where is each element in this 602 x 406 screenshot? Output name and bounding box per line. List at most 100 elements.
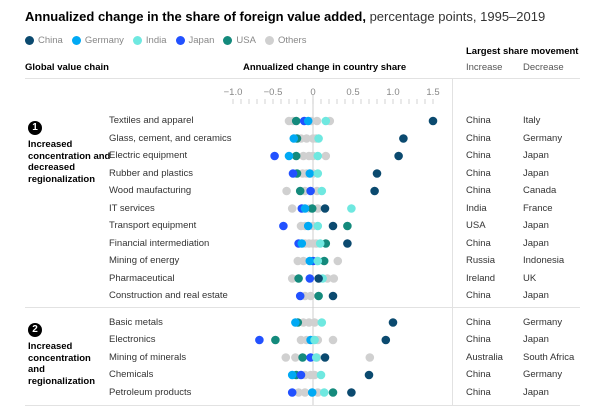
dot-germany <box>305 256 315 266</box>
largest-increase: China <box>466 237 491 249</box>
header-largest-share-movement: Largest share movement <box>466 46 579 57</box>
dot-others <box>306 291 315 301</box>
dot-japan <box>296 370 306 380</box>
dot-china <box>343 239 352 248</box>
dot-india <box>315 239 325 248</box>
dot-japan <box>295 291 305 301</box>
largest-decrease: Japan <box>523 220 549 231</box>
legend-item-usa: USA <box>223 35 256 46</box>
legend-label: China <box>38 35 63 46</box>
row-label: Petroleum products <box>109 386 192 398</box>
dot-others <box>328 335 338 345</box>
dot-china <box>328 291 338 301</box>
dot-others <box>329 274 339 283</box>
dot-usa <box>343 221 352 231</box>
dot-others <box>287 204 297 213</box>
dot-india <box>316 370 326 380</box>
legend-item-germany: Germany <box>71 35 124 46</box>
row-label: Electronics <box>109 334 156 345</box>
dot-china <box>364 370 374 380</box>
dot-others <box>310 318 319 327</box>
legend-item-china: China <box>25 35 63 46</box>
header-decrease: Decrease <box>523 62 564 73</box>
dot-japan <box>279 221 288 231</box>
dot-usa <box>314 291 323 301</box>
group-divider <box>25 307 580 308</box>
row-label: IT services <box>109 202 155 214</box>
largest-decrease: Japan <box>523 167 549 179</box>
dot-india <box>313 221 323 231</box>
dot-germany <box>291 318 300 327</box>
chart-subtitle: percentage points, 1995–2019 <box>365 9 546 24</box>
largest-increase: China <box>466 132 491 144</box>
dot-india <box>317 318 327 327</box>
chart-title-bold: Annualized change in the share of foreig… <box>25 9 366 24</box>
legend-label: USA <box>236 35 256 46</box>
group-1-number-badge: 1 <box>28 121 42 135</box>
largest-decrease: Japan <box>523 290 549 301</box>
dot-china <box>370 186 379 196</box>
row-label: Basic metals <box>109 316 163 328</box>
legend-swatch <box>132 36 142 45</box>
dot-japan <box>288 169 298 178</box>
legend-swatch <box>175 36 185 45</box>
largest-increase: China <box>466 150 491 161</box>
dot-germany <box>303 116 313 126</box>
dot-others <box>312 116 322 126</box>
x-tick-label: −0.5 <box>264 87 283 98</box>
dot-germany <box>305 169 315 178</box>
dot-india <box>347 204 356 213</box>
group-2-number-badge: 2 <box>28 323 42 337</box>
dot-usa <box>307 204 317 213</box>
dot-china <box>428 116 438 126</box>
header-annualized-change: Annualized change in country share <box>243 62 407 73</box>
largest-decrease: Germany <box>523 369 563 380</box>
largest-decrease: Japan <box>523 334 549 345</box>
dot-india <box>313 151 323 161</box>
largest-increase: Ireland <box>466 272 496 284</box>
dot-india <box>317 186 327 196</box>
header-increase: Increase <box>466 62 503 73</box>
dot-china <box>399 134 408 143</box>
dot-japan <box>306 186 315 196</box>
largest-decrease: UK <box>523 272 537 284</box>
row-label: Glass, cement, and ceramics <box>109 132 232 144</box>
largest-decrease: South Africa <box>523 351 575 363</box>
legend-swatch <box>25 36 34 45</box>
largest-increase: Australia <box>466 351 503 363</box>
largest-decrease: Canada <box>523 185 557 196</box>
dot-usa <box>271 335 280 345</box>
dot-others <box>299 256 308 266</box>
row-label: Mining of minerals <box>109 351 187 363</box>
dot-usa <box>298 353 307 362</box>
dot-others <box>310 370 319 380</box>
row-label: Mining of energy <box>109 255 180 266</box>
dot-india <box>314 134 323 143</box>
largest-increase: China <box>466 290 491 301</box>
header-global-value-chain: Global value chain <box>25 62 109 73</box>
legend-label: Germany <box>84 35 124 46</box>
dot-others <box>282 186 291 196</box>
dot-others <box>321 151 331 161</box>
group-2-label: Increased concentration and regionalizat… <box>28 341 96 387</box>
x-tick-label: 0 <box>310 87 315 98</box>
legend-label: Others <box>277 35 307 46</box>
dot-usa <box>295 186 305 196</box>
largest-increase: India <box>466 202 487 214</box>
chart-title: Annualized change in the share of foreig… <box>25 9 545 24</box>
x-tick-label: 1.0 <box>386 87 399 98</box>
legend-swatch <box>264 36 274 45</box>
dot-china <box>347 388 356 397</box>
dot-others <box>333 256 343 266</box>
dot-usa <box>328 388 338 397</box>
dot-others <box>300 388 310 397</box>
largest-decrease: Germany <box>523 132 563 144</box>
group-1-label: Increased concentration and decreased re… <box>28 139 111 185</box>
largest-increase: China <box>466 386 491 398</box>
dot-others <box>294 388 303 397</box>
largest-decrease: Indonesia <box>523 255 565 266</box>
dot-germany <box>307 388 317 397</box>
dot-others <box>281 353 291 362</box>
largest-decrease: Italy <box>523 115 541 126</box>
